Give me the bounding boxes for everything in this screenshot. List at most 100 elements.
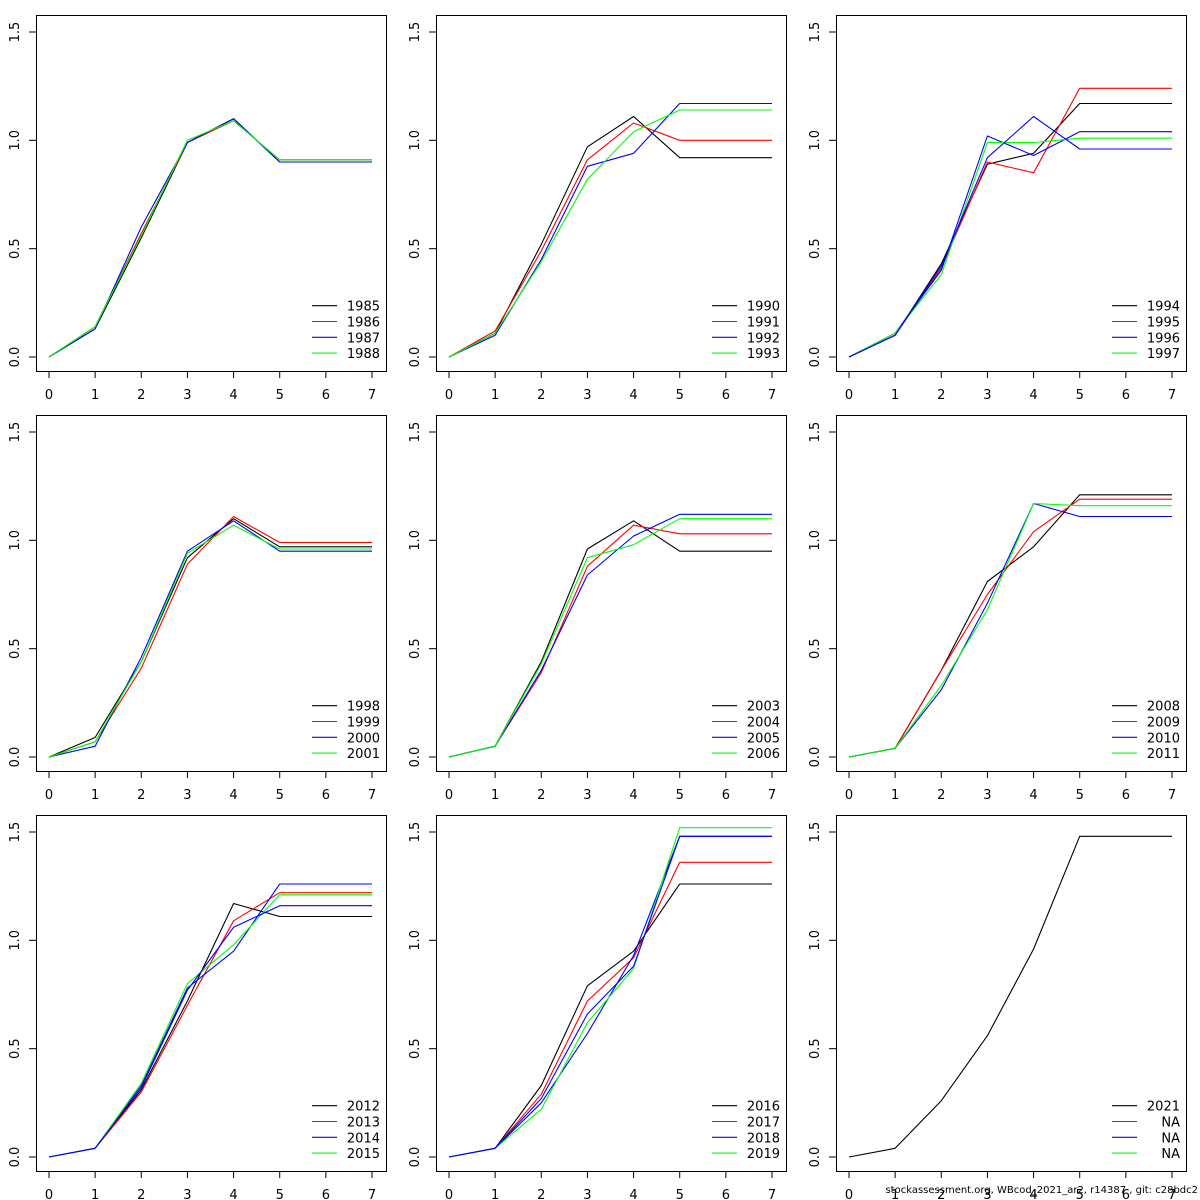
- y-tick-label: 0.5: [808, 238, 823, 259]
- legend-label: NA: [1161, 1147, 1180, 1162]
- x-tick-label: 7: [768, 788, 776, 803]
- plot-frame: [836, 815, 1187, 1172]
- y-tick-label: 0.0: [808, 747, 823, 768]
- x-tick-label: 5: [676, 788, 684, 803]
- x-tick-label: 6: [722, 788, 730, 803]
- y-tick-label: 0.0: [8, 1147, 23, 1168]
- legend-label: 2010: [1147, 731, 1180, 746]
- legend-label: 1999: [347, 716, 380, 731]
- series-line-1991: [448, 122, 772, 358]
- x-tick-label: 1: [91, 788, 99, 803]
- y-tick-label: 1.0: [408, 930, 423, 951]
- x-tick-label: 4: [1029, 1188, 1037, 1200]
- y-tick-label: 0.0: [408, 347, 423, 368]
- plot-frame: [436, 15, 787, 372]
- x-tick-label: 0: [45, 788, 53, 803]
- plot-frame: [836, 415, 1187, 772]
- y-tick-label: 0.0: [808, 347, 823, 368]
- x-tick-label: 7: [1168, 1188, 1176, 1200]
- x-tick-label: 2: [537, 1188, 545, 1200]
- x-tick-label: 3: [583, 1188, 591, 1200]
- series-line-2008: [848, 494, 1172, 758]
- x-tick-label: 2: [537, 388, 545, 403]
- x-tick-label: 5: [276, 1188, 284, 1200]
- legend-label: 2014: [347, 1131, 380, 1146]
- x-tick-label: 2: [937, 1188, 945, 1200]
- x-tick-label: 4: [1029, 388, 1037, 403]
- y-tick-label: 0.5: [408, 638, 423, 659]
- y-tick-label: 0.5: [408, 238, 423, 259]
- legend-label: 2005: [747, 731, 780, 746]
- series-line-1988: [48, 120, 372, 358]
- series-line-2014: [48, 883, 372, 1158]
- x-tick-label: 0: [445, 788, 453, 803]
- y-tick-label: 0.5: [808, 638, 823, 659]
- x-tick-label: 6: [1122, 1188, 1130, 1200]
- legend-label: 1986: [347, 316, 380, 331]
- y-tick-label: 1.5: [808, 422, 823, 443]
- y-tick-label: 0.0: [408, 747, 423, 768]
- x-tick-label: 3: [183, 388, 191, 403]
- series-line-1990: [448, 115, 772, 358]
- x-tick-label: 1: [891, 388, 899, 403]
- y-tick-label: 1.5: [408, 822, 423, 843]
- x-tick-label: 6: [322, 1188, 330, 1200]
- y-tick-label: 0.0: [808, 1147, 823, 1168]
- x-tick-label: 1: [891, 1188, 899, 1200]
- series-line: [448, 835, 772, 1158]
- y-tick-label: 0.5: [808, 1038, 823, 1059]
- series-line-1997: [848, 137, 1172, 358]
- x-tick-label: 1: [91, 388, 99, 403]
- series-line-1993: [448, 109, 772, 358]
- x-tick-label: 4: [1029, 788, 1037, 803]
- y-tick-label: 1.5: [8, 422, 23, 443]
- y-tick-label: 0.0: [408, 1147, 423, 1168]
- y-tick-label: 0.5: [8, 638, 23, 659]
- legend-label: 2012: [347, 1100, 380, 1115]
- legend-label: NA: [1161, 1116, 1180, 1131]
- legend-label: 2008: [1147, 700, 1180, 715]
- series-line: [48, 905, 372, 1158]
- legend-label: 2001: [347, 747, 380, 762]
- x-tick-label: 0: [445, 388, 453, 403]
- x-tick-label: 2: [137, 788, 145, 803]
- x-tick-label: 1: [491, 388, 499, 403]
- legend-label: 1987: [347, 331, 380, 346]
- series-line-2015: [48, 894, 372, 1158]
- legend-label: 2009: [1147, 716, 1180, 731]
- legend-label: 1994: [1147, 300, 1180, 315]
- series-line-2011: [848, 502, 1172, 758]
- plot-frame: [436, 415, 787, 772]
- x-tick-label: 2: [937, 388, 945, 403]
- series-line-2013: [48, 892, 372, 1158]
- legend-label: 2018: [747, 1131, 780, 1146]
- x-tick-label: 7: [368, 1188, 376, 1200]
- x-tick-label: 7: [368, 388, 376, 403]
- legend-label: 2021: [1147, 1100, 1180, 1115]
- x-tick-label: 2: [137, 1188, 145, 1200]
- x-tick-label: 5: [1076, 788, 1084, 803]
- y-tick-label: 1.0: [808, 930, 823, 951]
- x-tick-label: 5: [1076, 388, 1084, 403]
- series-line-2019: [448, 827, 772, 1158]
- x-tick-label: 4: [229, 388, 237, 403]
- x-tick-label: 4: [629, 388, 637, 403]
- legend-label: 2013: [347, 1116, 380, 1131]
- x-tick-label: 5: [276, 388, 284, 403]
- x-tick-label: 0: [45, 1188, 53, 1200]
- x-tick-label: 3: [983, 788, 991, 803]
- legend-label: 1988: [347, 347, 380, 362]
- legend-label: 2011: [1147, 747, 1180, 762]
- series-line-1994: [848, 102, 1172, 358]
- series-line-2010: [848, 502, 1172, 758]
- legend-label: 1985: [347, 300, 380, 315]
- x-tick-label: 6: [322, 788, 330, 803]
- y-tick-label: 0.5: [8, 238, 23, 259]
- x-tick-label: 7: [768, 1188, 776, 1200]
- legend-label: 1998: [347, 700, 380, 715]
